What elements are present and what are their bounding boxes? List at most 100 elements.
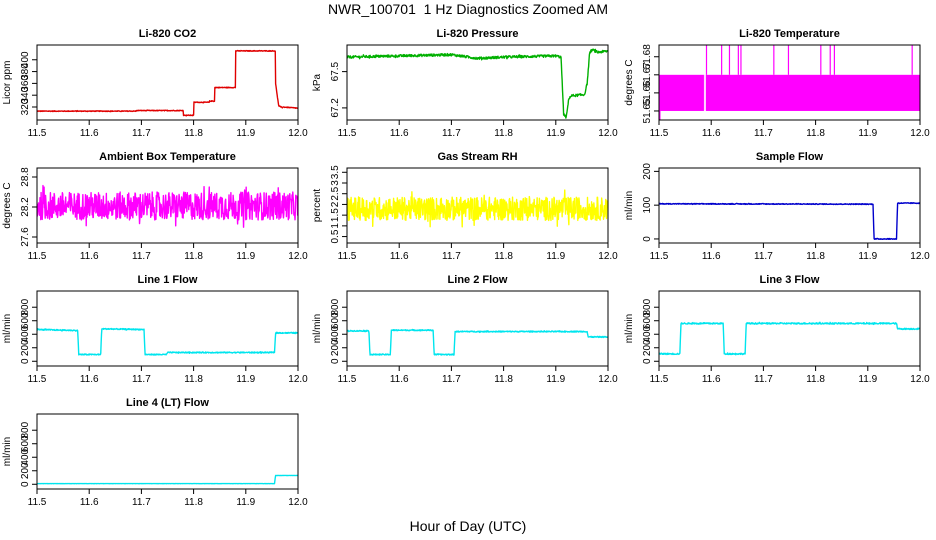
chart-x-tick-label: 11.5 bbox=[28, 497, 47, 508]
chart-frame bbox=[658, 44, 921, 121]
chart-y-tick-label: 0 bbox=[20, 358, 31, 364]
chart-x-tick-label: 12.0 bbox=[288, 374, 308, 385]
chart-x-tick-label: 11.6 bbox=[702, 128, 721, 139]
chart-x-tick-label: 11.6 bbox=[80, 497, 99, 508]
chart-y-tick-label: 2.5 bbox=[330, 186, 341, 200]
chart-y-tick-label: 0 bbox=[330, 358, 341, 364]
chart-title: Line 4 (LT) Flow bbox=[126, 397, 209, 409]
chart-frame bbox=[658, 290, 921, 367]
chart-y-tick-label: 27.6 bbox=[20, 227, 31, 247]
chart-x-tick-label: 12.0 bbox=[288, 497, 308, 508]
chart-data-series bbox=[659, 321, 920, 356]
chart-panel-1: Li-820 CO2 Licor ppm 11.5 11.6 11.7 11.8 11.9 1… bbox=[2, 28, 308, 139]
chart-y-tick-label: 400 bbox=[20, 51, 31, 68]
chart-y-tick-label: 800 bbox=[20, 421, 31, 438]
chart-x-tick-label: 12.0 bbox=[910, 251, 930, 262]
chart-y-tick-label: 1 bbox=[330, 223, 341, 229]
chart-x-tick-label: 11.5 bbox=[28, 128, 47, 139]
chart-x-tick-label: 11.6 bbox=[702, 374, 721, 385]
figure-title: NWR_100701 1 Hz Diagnostics Zoomed AM bbox=[327, 1, 609, 17]
chart-y-tick-label: 51.68 bbox=[642, 44, 653, 69]
chart-y-tick-label: 0 bbox=[20, 481, 31, 487]
chart-y-tick-label: 200 bbox=[20, 339, 31, 356]
chart-y-axis-label: percent bbox=[312, 189, 323, 223]
chart-y-axis-label: ml/min bbox=[2, 437, 13, 466]
chart-frame bbox=[36, 44, 299, 121]
chart-x-tick-label: 11.6 bbox=[80, 128, 99, 139]
chart-line bbox=[37, 49, 298, 117]
chart-x-tick-label: 12.0 bbox=[288, 251, 308, 262]
chart-data-series bbox=[37, 184, 298, 228]
chart-y-tick-label: 200 bbox=[642, 163, 653, 180]
chart-panel-10: Line 4 (LT) Flow ml/min 11.5 11.6 11.7 11.8 11… bbox=[2, 397, 308, 508]
chart-x-tick-label: 11.6 bbox=[390, 374, 409, 385]
chart-x-tick-label: 11.8 bbox=[494, 374, 513, 385]
chart-y-tick-label: 400 bbox=[330, 325, 341, 342]
chart-x-tick-label: 11.9 bbox=[546, 374, 565, 385]
chart-y-tick-label: 340 bbox=[20, 86, 31, 103]
chart-y-tick-label: 67.2 bbox=[330, 98, 341, 118]
chart-panel-2: Li-820 Pressure kPa 11.5 11.6 11.7 11.8 11.9 12… bbox=[312, 28, 618, 139]
chart-x-tick-label: 11.9 bbox=[858, 251, 877, 262]
chart-band bbox=[659, 74, 704, 111]
chart-title: Line 3 Flow bbox=[760, 274, 820, 286]
chart-x-tick-label: 11.5 bbox=[338, 128, 357, 139]
chart-panel-7: Line 1 Flow ml/min 11.5 11.6 11.7 11.8 11.9 12.… bbox=[2, 274, 308, 385]
chart-x-tick-label: 11.8 bbox=[806, 128, 825, 139]
chart-title: Ambient Box Temperature bbox=[99, 151, 236, 163]
chart-x-tick-label: 11.7 bbox=[132, 497, 151, 508]
chart-y-axis-label: degrees C bbox=[624, 59, 635, 105]
chart-x-tick-label: 11.6 bbox=[702, 251, 721, 262]
chart-x-tick-label: 11.7 bbox=[442, 374, 461, 385]
chart-data-series bbox=[347, 328, 608, 356]
chart-x-tick-label: 11.5 bbox=[28, 251, 47, 262]
chart-data-series bbox=[37, 474, 298, 485]
figure-x-axis-label: Hour of Day (UTC) bbox=[409, 518, 527, 534]
chart-title: Gas Stream RH bbox=[437, 151, 517, 163]
chart-panel-8: Line 2 Flow ml/min 11.5 11.6 11.7 11.8 11.9 12.… bbox=[312, 274, 618, 385]
chart-y-tick-label: 800 bbox=[20, 298, 31, 315]
chart-panel-9: Line 3 Flow ml/min 11.5 11.6 11.7 11.8 11.9 12.… bbox=[624, 274, 930, 385]
chart-x-tick-label: 11.6 bbox=[80, 374, 99, 385]
chart-y-tick-label: 800 bbox=[642, 298, 653, 315]
chart-frame bbox=[36, 413, 299, 490]
chart-x-tick-label: 11.7 bbox=[442, 128, 461, 139]
chart-x-tick-label: 11.6 bbox=[390, 128, 409, 139]
chart-x-tick-label: 11.9 bbox=[546, 251, 565, 262]
chart-data-series bbox=[659, 202, 920, 241]
chart-y-tick-label: 800 bbox=[330, 298, 341, 315]
chart-x-tick-label: 11.9 bbox=[858, 374, 877, 385]
chart-line bbox=[37, 184, 298, 228]
chart-y-tick-label: 600 bbox=[20, 312, 31, 329]
chart-x-tick-label: 12.0 bbox=[598, 128, 618, 139]
chart-y-axis-label: ml/min bbox=[312, 314, 323, 343]
chart-title: Line 1 Flow bbox=[138, 274, 198, 286]
chart-x-tick-label: 11.5 bbox=[650, 128, 669, 139]
chart-x-tick-label: 12.0 bbox=[288, 128, 308, 139]
chart-x-tick-label: 11.7 bbox=[754, 374, 773, 385]
chart-x-tick-label: 11.5 bbox=[650, 374, 669, 385]
chart-title: Li-820 Temperature bbox=[739, 28, 840, 40]
chart-y-tick-label: 51.67 bbox=[642, 62, 653, 87]
chart-x-tick-label: 11.8 bbox=[806, 374, 825, 385]
chart-x-tick-label: 11.5 bbox=[338, 374, 357, 385]
chart-y-tick-label: 51.66 bbox=[642, 80, 653, 105]
chart-data-series bbox=[659, 45, 920, 120]
chart-x-tick-label: 12.0 bbox=[910, 374, 930, 385]
chart-x-tick-label: 11.8 bbox=[184, 128, 203, 139]
chart-x-tick-label: 11.6 bbox=[80, 251, 99, 262]
chart-frame bbox=[346, 167, 609, 244]
chart-frame bbox=[36, 290, 299, 367]
chart-panel-5: Gas Stream RH percent 11.5 11.6 11.7 11.8 11.9… bbox=[312, 151, 618, 262]
chart-panel-6: Sample Flow ml/min 11.5 11.6 11.7 11.8 11.9 12.… bbox=[624, 151, 930, 262]
chart-title: Li-820 Pressure bbox=[437, 28, 519, 40]
chart-frame bbox=[658, 167, 921, 244]
chart-y-tick-label: 0 bbox=[642, 236, 653, 242]
chart-line bbox=[347, 328, 608, 356]
chart-data-series bbox=[37, 49, 298, 117]
chart-y-axis-label: ml/min bbox=[2, 314, 13, 343]
chart-y-tick-label: 380 bbox=[20, 63, 31, 80]
chart-x-tick-label: 11.5 bbox=[28, 374, 47, 385]
chart-title: Li-820 CO2 bbox=[139, 28, 196, 40]
chart-y-tick-label: 28.8 bbox=[20, 167, 31, 187]
